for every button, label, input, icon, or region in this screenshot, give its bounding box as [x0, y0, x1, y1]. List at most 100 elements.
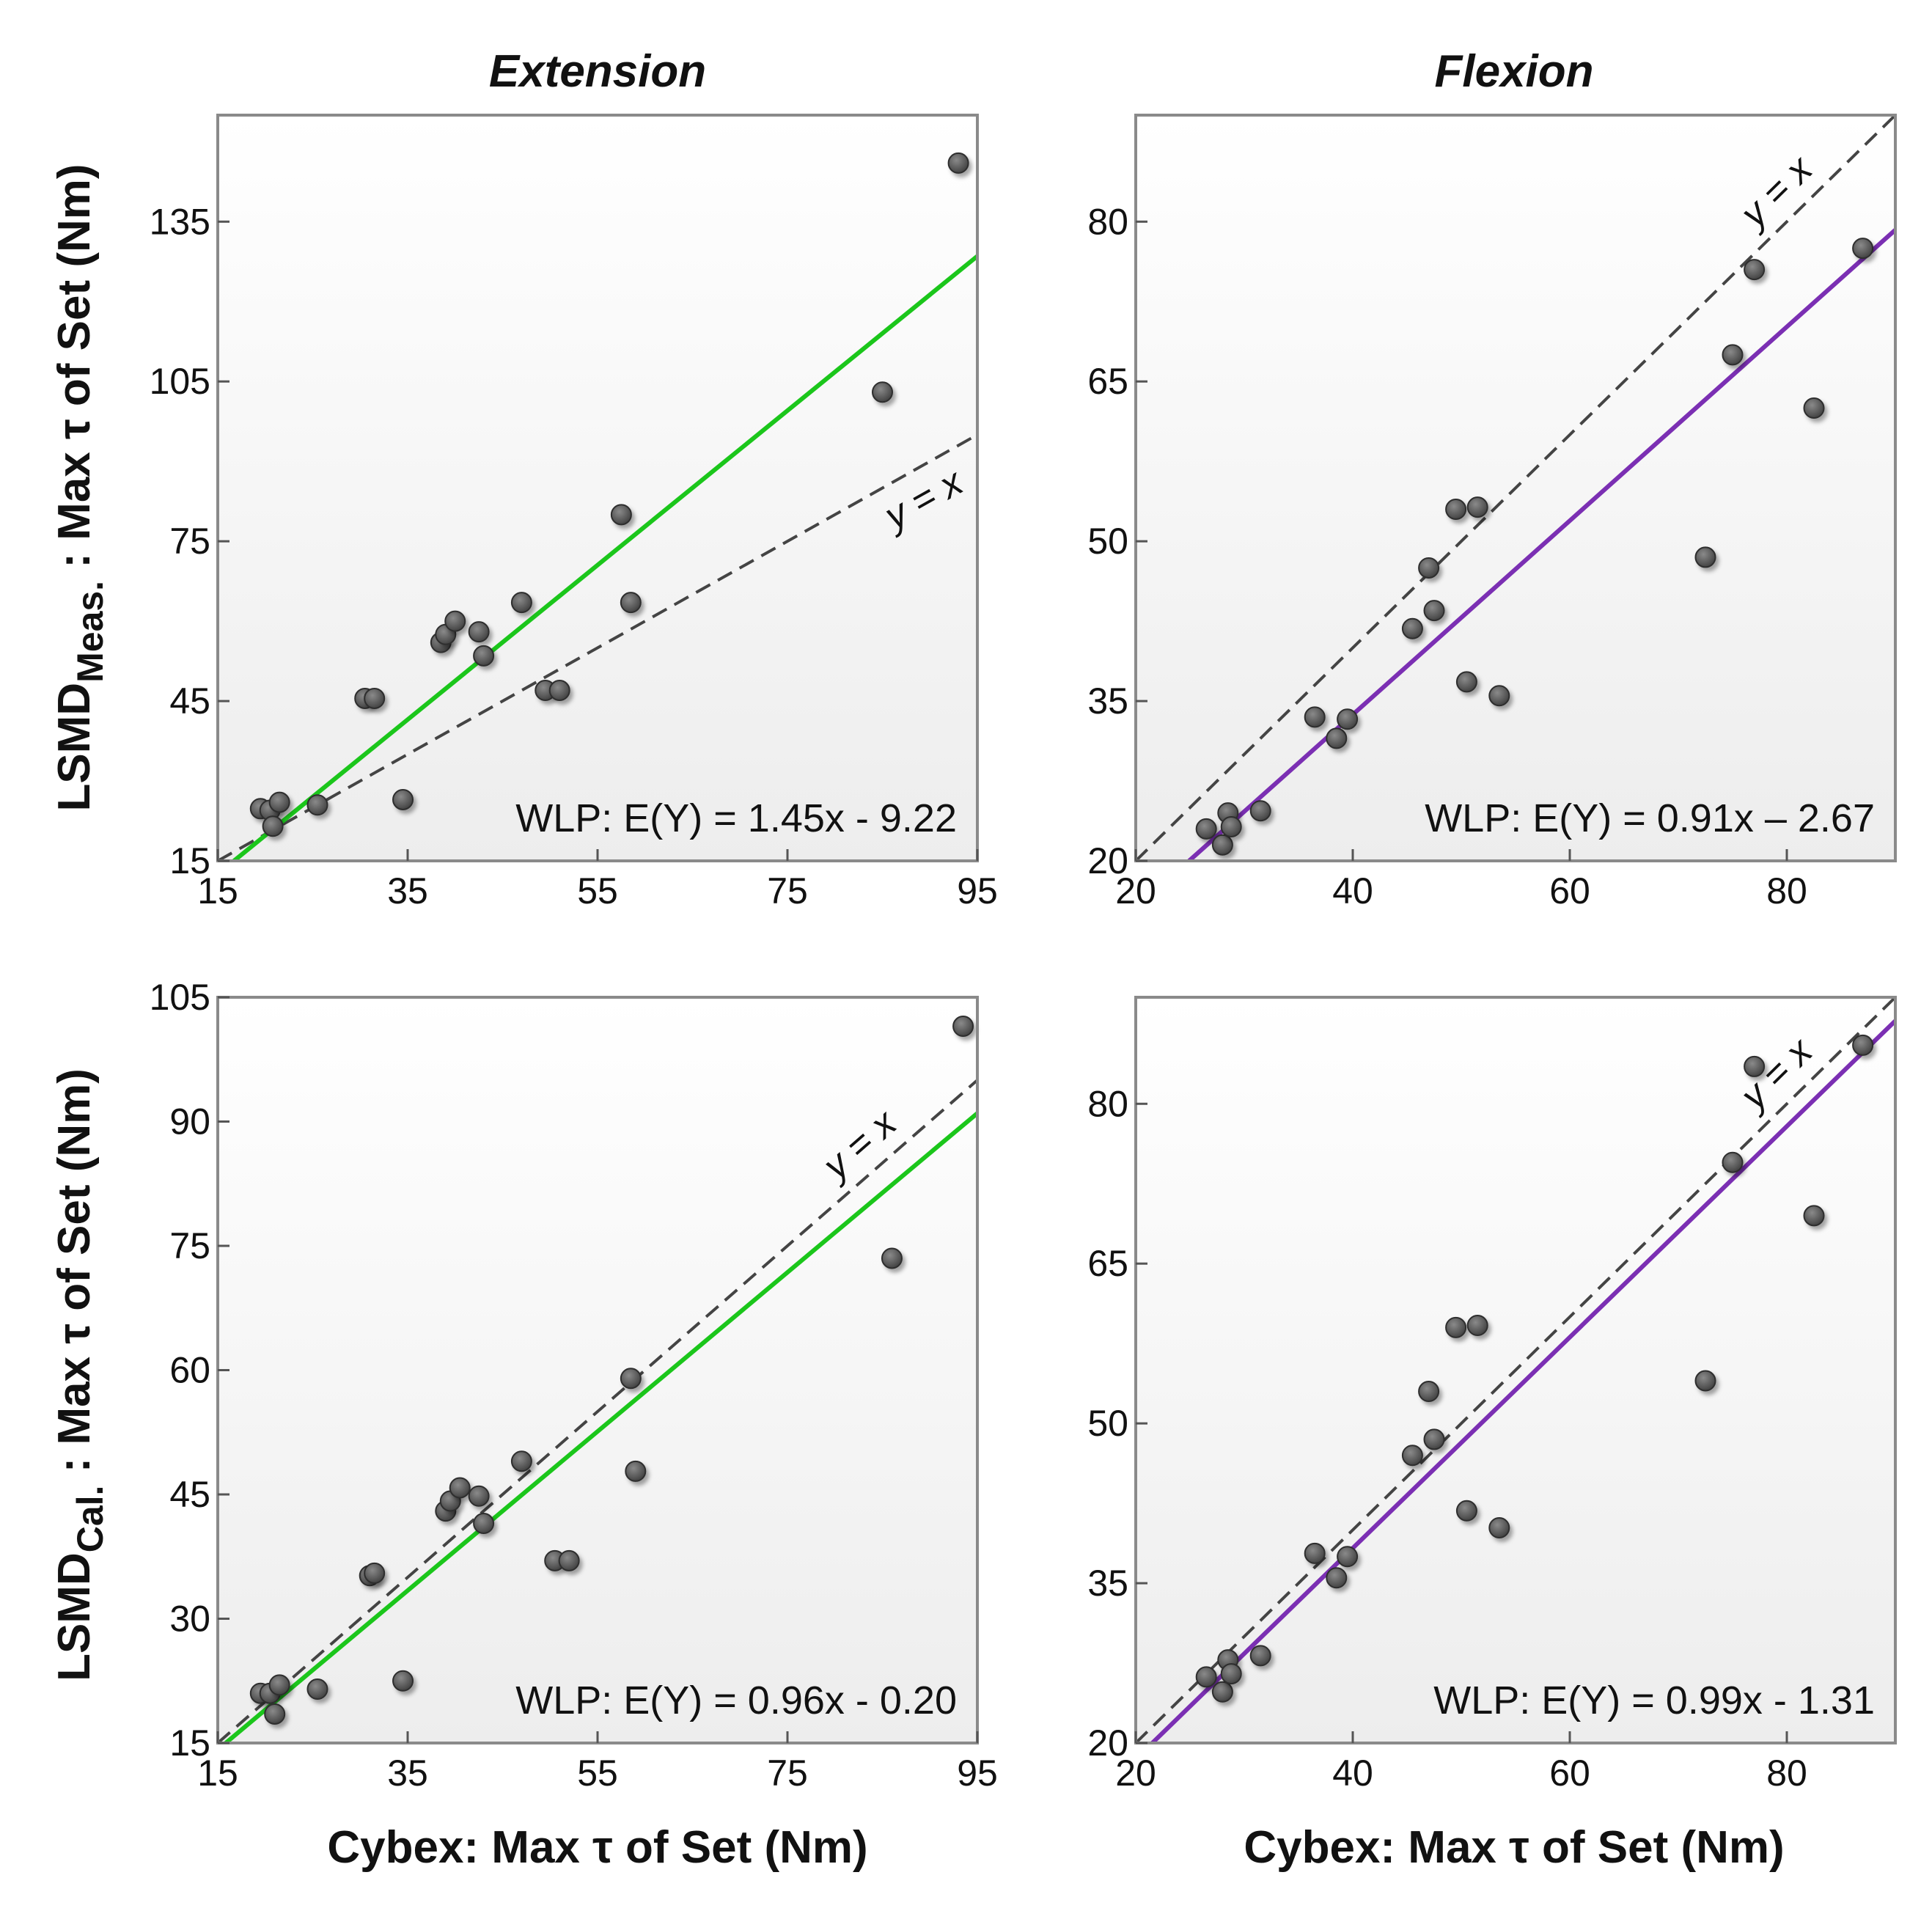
- data-point: [1722, 1151, 1744, 1173]
- x-tick-label: 95: [957, 870, 998, 911]
- data-point: [306, 794, 328, 816]
- data-point: [625, 1460, 647, 1482]
- data-point: [1326, 727, 1348, 749]
- y-tick-label: 65: [1087, 1243, 1128, 1284]
- data-point: [510, 592, 532, 614]
- plot-frame: [1134, 996, 1897, 1744]
- y-tick-label: 30: [169, 1599, 210, 1640]
- column-title-flexion: Flexion: [1434, 46, 1593, 97]
- data-point: [1337, 708, 1359, 730]
- x-tick-label: 55: [577, 870, 618, 911]
- data-point: [473, 645, 495, 667]
- y-tick-label: 75: [169, 1225, 210, 1266]
- y-tick-label: 20: [1087, 1722, 1128, 1764]
- y-axis-label-calibrated: LSMDCal. : Max τ of Set (Nm): [49, 1068, 111, 1681]
- data-point: [1744, 259, 1766, 281]
- y-tick-label: 60: [169, 1350, 210, 1391]
- data-point: [872, 381, 893, 403]
- data-point: [558, 1549, 580, 1571]
- data-point: [1744, 1055, 1766, 1077]
- y-tick-label: 50: [1087, 521, 1128, 562]
- x-tick-label: 60: [1549, 870, 1590, 911]
- x-tick-label: 35: [387, 1753, 428, 1794]
- data-point: [468, 1485, 490, 1507]
- y-tick-label: 35: [1087, 680, 1128, 722]
- panel-flexion-measured: 20 40 60 80 20 35 50 65 80 WLP: E(Y) = 0.91x – 2.…: [1087, 114, 1897, 911]
- data-point: [392, 788, 414, 810]
- data-point: [1337, 1546, 1359, 1568]
- x-axis-label-flexion: Cybex: Max τ of Set (Nm): [1244, 1822, 1784, 1873]
- data-point: [1249, 1645, 1271, 1667]
- data-point: [1418, 557, 1440, 579]
- data-point: [881, 1247, 903, 1269]
- data-point: [444, 610, 466, 632]
- y-axis-label-measured: LSMDMeas. : Max τ of Set (Nm): [49, 164, 111, 811]
- fit-line: [232, 254, 977, 861]
- plot-area: [218, 115, 977, 861]
- x-tick-label: 20: [1115, 1753, 1156, 1794]
- y-tick-label: 105: [150, 361, 210, 402]
- y-tick-label: 15: [169, 840, 210, 881]
- data-point: [1488, 1517, 1510, 1539]
- data-point: [1803, 397, 1825, 419]
- data-point: [1211, 834, 1233, 856]
- data-point: [364, 687, 386, 709]
- data-point: [1220, 1663, 1242, 1685]
- panel-extension-measured: 15 35 55 75 95 15 45 75 105 135 WLP: E(Y) = 1.45x …: [150, 114, 998, 911]
- identity-line: [1136, 997, 1895, 1743]
- data-point: [1722, 344, 1744, 366]
- data-point: [1455, 671, 1477, 693]
- plot-area: [218, 997, 977, 1743]
- data-point: [947, 152, 969, 174]
- fit-equation: WLP: E(Y) = 0.99x - 1.31: [1433, 1678, 1875, 1722]
- x-tick-label: 80: [1766, 870, 1807, 911]
- x-tick-label: 95: [957, 1753, 998, 1794]
- x-tick-label: 75: [767, 870, 808, 911]
- data-point: [1445, 1316, 1467, 1338]
- data-point: [1423, 1428, 1445, 1450]
- data-point: [264, 1703, 286, 1725]
- data-point: [473, 1513, 495, 1535]
- fit-equation: WLP: E(Y) = 1.45x - 9.22: [515, 796, 957, 840]
- x-tick-label: 20: [1115, 870, 1156, 911]
- data-point: [1326, 1567, 1348, 1589]
- data-point: [468, 621, 490, 643]
- x-tick-label: 75: [767, 1753, 808, 1794]
- data-point: [952, 1016, 974, 1038]
- identity-line: [1136, 115, 1895, 861]
- y-tick-label: 45: [169, 1474, 210, 1515]
- data-point: [364, 1562, 386, 1584]
- data-point: [392, 1670, 414, 1692]
- x-tick-label: 15: [197, 1753, 238, 1794]
- data-point: [510, 1450, 532, 1472]
- fit-line: [1187, 228, 1895, 861]
- data-point: [1418, 1381, 1440, 1403]
- identity-line: [218, 433, 977, 861]
- data-point: [1249, 800, 1271, 822]
- data-point: [1445, 499, 1467, 521]
- data-point: [1211, 1681, 1233, 1703]
- y-tick-label: 15: [169, 1722, 210, 1764]
- y-tick-label: 80: [1087, 201, 1128, 242]
- data-point: [1401, 617, 1423, 639]
- data-point: [1195, 1666, 1217, 1688]
- data-point: [1304, 1542, 1326, 1564]
- data-point: [1423, 600, 1445, 622]
- data-point: [1195, 818, 1217, 840]
- data-point: [449, 1477, 471, 1499]
- data-point: [1852, 1034, 1874, 1056]
- data-point: [1803, 1205, 1825, 1227]
- data-point: [262, 815, 284, 837]
- data-point: [1401, 1445, 1423, 1467]
- data-point: [620, 592, 642, 614]
- y-tick-label: 90: [169, 1101, 210, 1142]
- fit-line: [224, 1111, 977, 1743]
- data-point: [1466, 1314, 1488, 1336]
- x-tick-label: 40: [1332, 1753, 1373, 1794]
- fit-line: [1150, 1019, 1895, 1743]
- y-tick-label: 135: [150, 201, 210, 242]
- data-point: [548, 680, 570, 702]
- data-point: [1304, 706, 1326, 728]
- y-tick-label: 50: [1087, 1403, 1128, 1444]
- x-tick-label: 40: [1332, 870, 1373, 911]
